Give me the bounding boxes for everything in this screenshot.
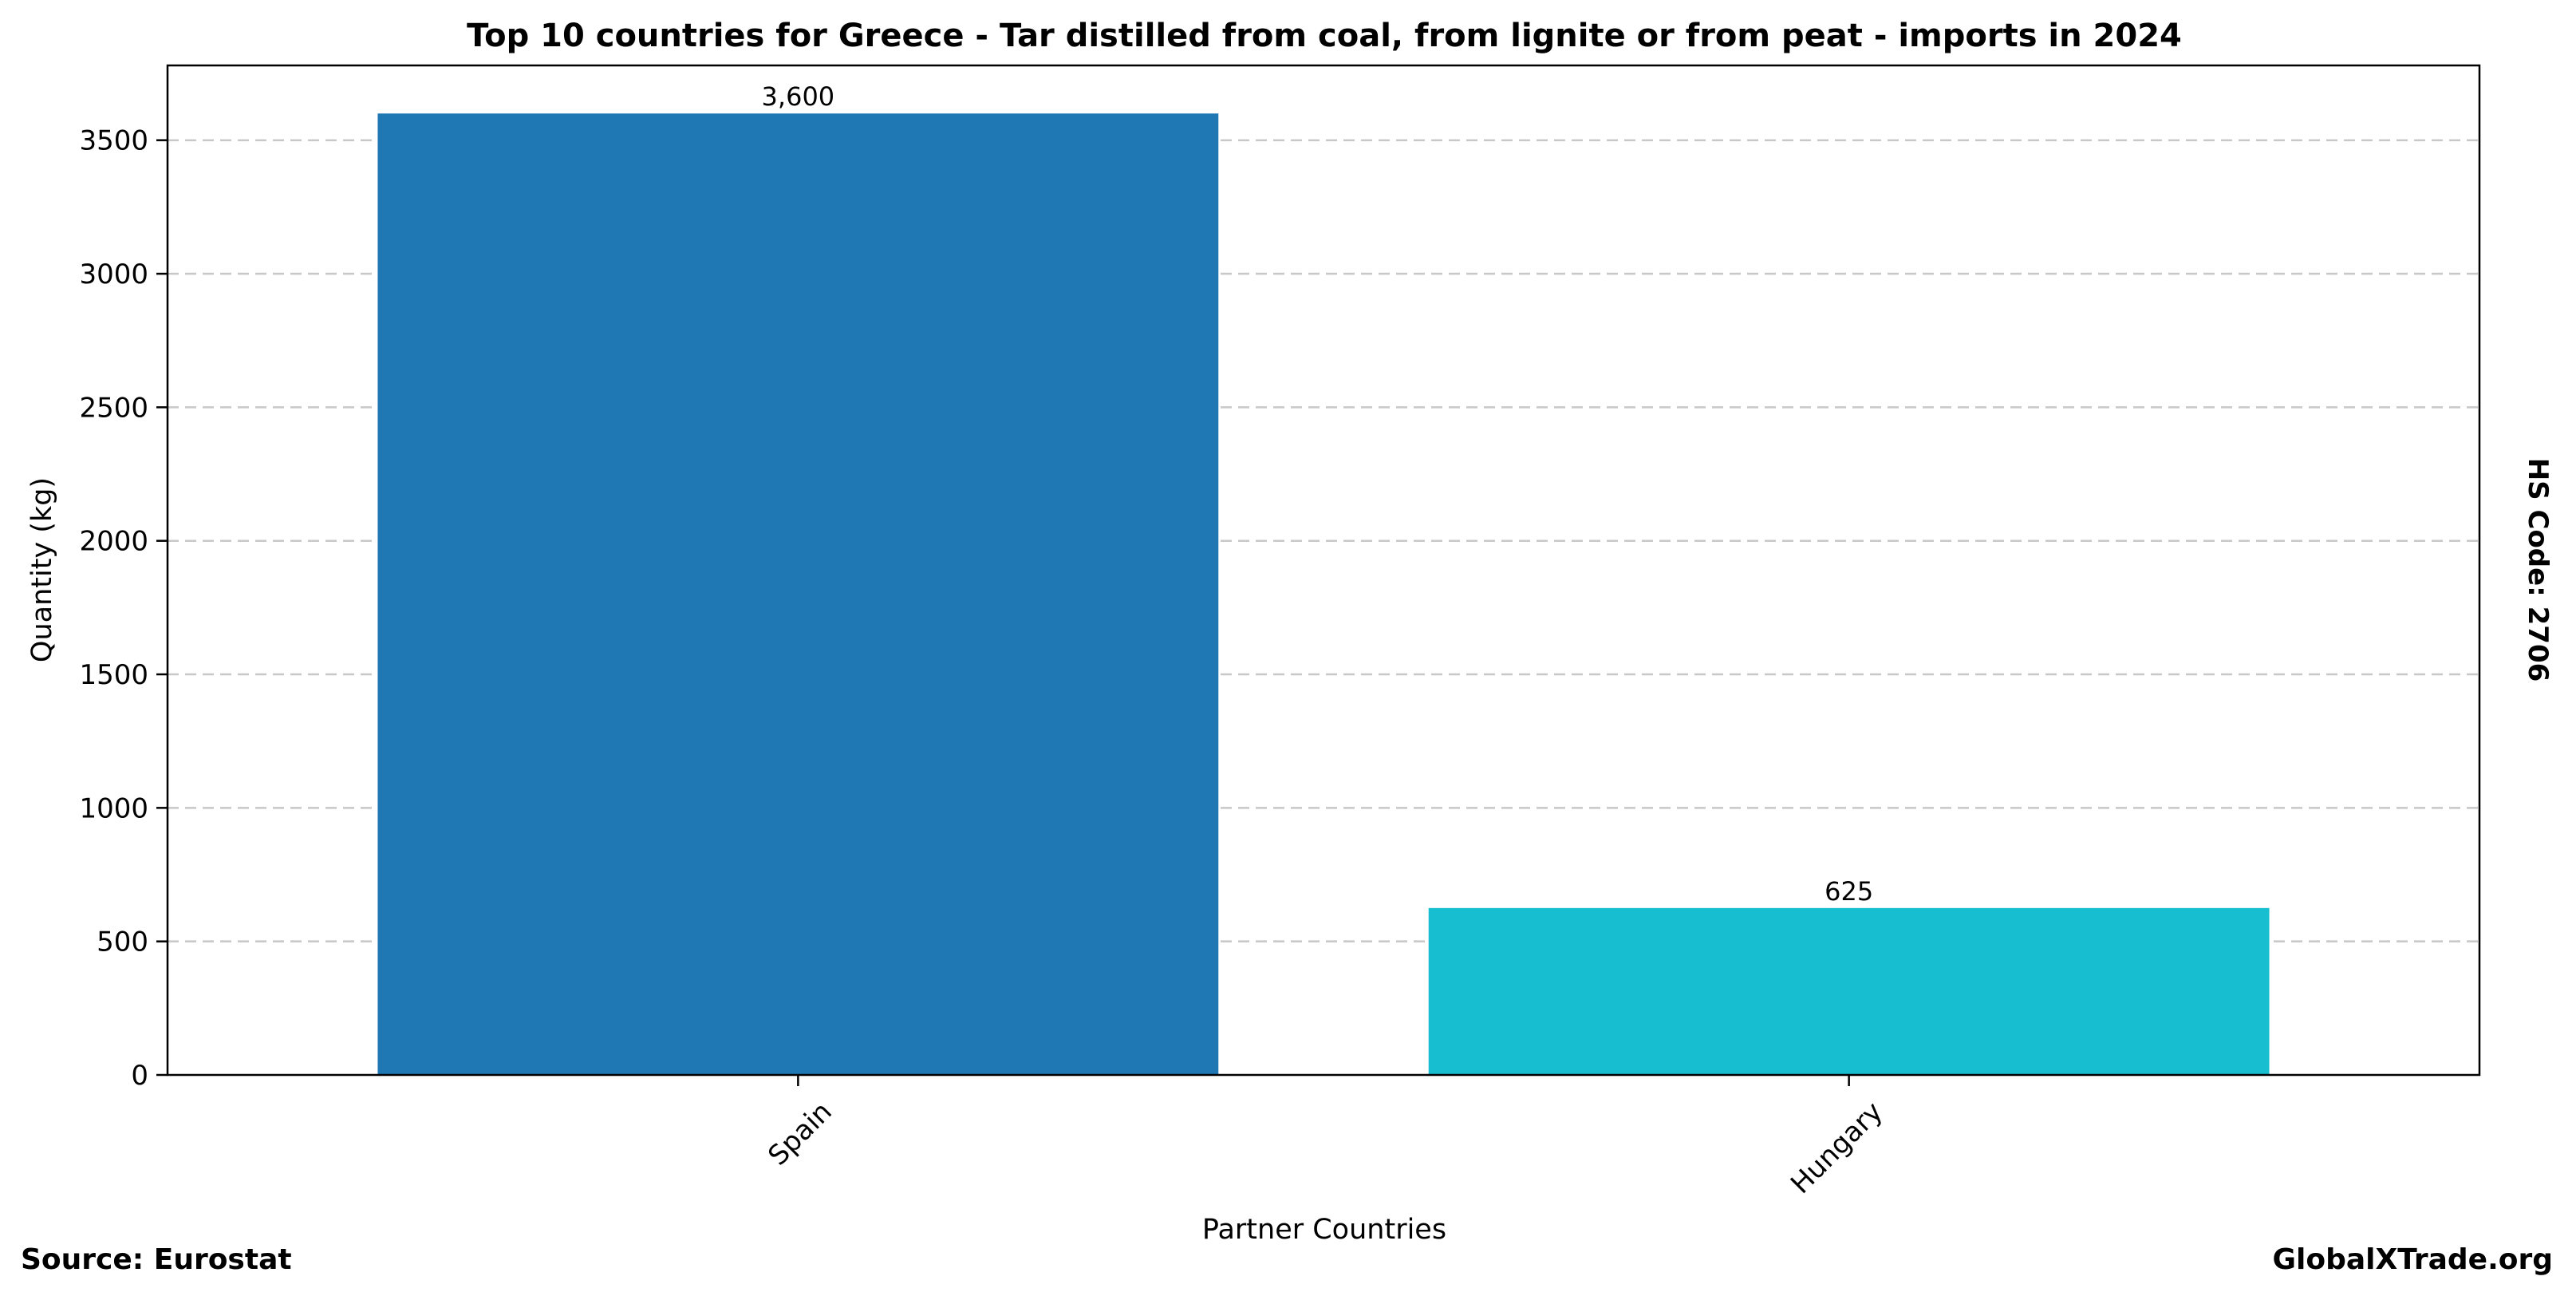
y-tick-label-3: 1500 xyxy=(79,659,148,691)
hs-code-note: HS Code: 2706 xyxy=(2522,458,2554,682)
x-tick-label-hungary: Hungary xyxy=(1785,1096,1889,1200)
x-axis-label: Partner Countries xyxy=(1202,1214,1446,1246)
brand-note: GlobalXTrade.org xyxy=(2272,1243,2553,1276)
bar-spain xyxy=(377,113,1218,1075)
y-tick-label-1: 500 xyxy=(97,927,148,958)
y-axis-ticks: 0 500 1000 1500 2000 2500 3000 3500 xyxy=(79,125,168,1092)
y-tick-label-6: 3000 xyxy=(79,259,148,290)
y-tick-label-5: 2500 xyxy=(79,392,148,424)
bars: 3,600 625 xyxy=(377,81,2269,1075)
data-label-spain: 3,600 xyxy=(762,81,835,112)
y-tick-label-2: 1000 xyxy=(79,792,148,824)
y-axis-label: Quantity (kg) xyxy=(26,477,58,662)
y-tick-label-0: 0 xyxy=(131,1060,148,1092)
chart-title: Top 10 countries for Greece - Tar distil… xyxy=(467,18,2182,54)
bar-hungary xyxy=(1429,908,2270,1075)
data-label-hungary: 625 xyxy=(1825,876,1873,907)
y-tick-label-7: 3500 xyxy=(79,125,148,157)
x-axis-ticks: Spain Hungary xyxy=(762,1075,1889,1200)
x-tick-label-spain: Spain xyxy=(762,1096,838,1172)
y-tick-label-4: 2000 xyxy=(79,526,148,558)
source-note: Source: Eurostat xyxy=(21,1243,292,1276)
